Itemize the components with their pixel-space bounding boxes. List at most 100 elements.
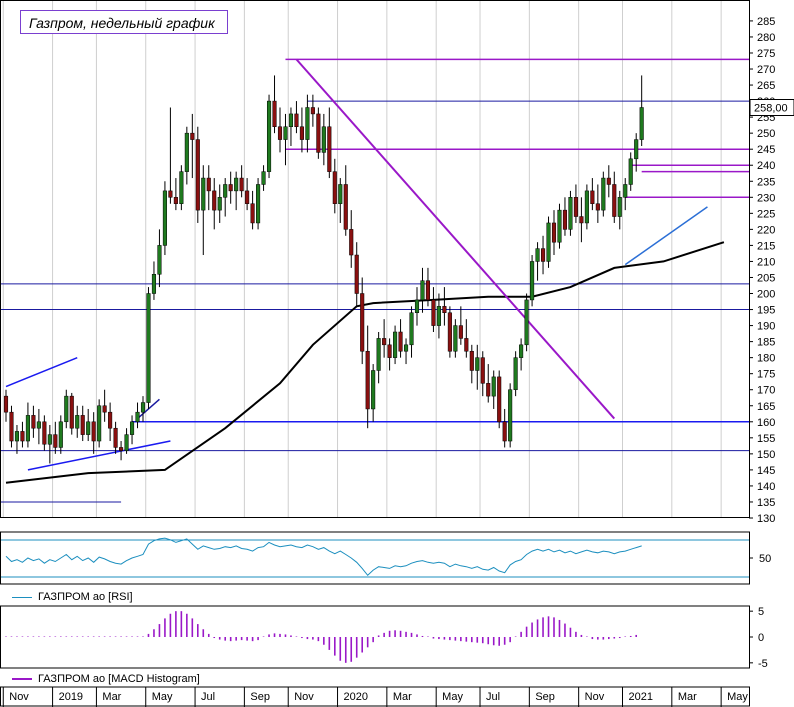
x-axis-label: Sep bbox=[535, 691, 555, 703]
candle-body bbox=[25, 415, 30, 442]
candle-body bbox=[513, 357, 518, 390]
candle-body bbox=[634, 139, 639, 160]
candle-body bbox=[261, 171, 266, 185]
x-axis-label: May bbox=[727, 691, 748, 703]
macd-tick-label: -5 bbox=[758, 658, 768, 670]
candle-body bbox=[338, 184, 343, 204]
x-axis-label: Jul bbox=[201, 691, 215, 703]
candle-body bbox=[283, 126, 288, 140]
candle-body bbox=[206, 177, 211, 192]
candle-body bbox=[86, 421, 91, 435]
x-axis-label: Mar bbox=[102, 691, 121, 703]
candle-body bbox=[376, 338, 381, 371]
candle-body bbox=[256, 184, 261, 224]
price-tick-label: 220 bbox=[757, 224, 775, 236]
candle-body bbox=[119, 447, 124, 451]
candle-body bbox=[343, 184, 348, 230]
candle-body bbox=[299, 126, 304, 140]
candle-body bbox=[58, 421, 63, 448]
price-frame bbox=[0, 0, 750, 518]
price-tick-label: 145 bbox=[757, 465, 775, 477]
candle-body bbox=[42, 421, 47, 445]
candle-body bbox=[360, 293, 365, 352]
candle-body bbox=[157, 245, 162, 275]
macd-panel: 5 0 -5 bbox=[0, 605, 768, 670]
candle-body bbox=[469, 350, 474, 371]
price-tick-label: 265 bbox=[757, 80, 775, 92]
x-axis-label: Jul bbox=[486, 691, 500, 703]
candle-body bbox=[20, 431, 25, 442]
candle-body bbox=[201, 177, 206, 211]
candle-body bbox=[551, 222, 557, 243]
candle-body bbox=[371, 370, 376, 410]
candle-body bbox=[266, 100, 272, 172]
candle-body bbox=[146, 293, 151, 403]
candle-body bbox=[409, 312, 414, 346]
candle-body bbox=[179, 171, 184, 204]
price-tick-label: 140 bbox=[757, 481, 775, 493]
macd-tick-label: 0 bbox=[758, 632, 764, 644]
price-tick-label: 155 bbox=[757, 433, 775, 445]
rsi-line bbox=[5, 537, 642, 577]
candle-body bbox=[245, 190, 250, 204]
candle-body bbox=[540, 248, 546, 262]
candle-body bbox=[387, 344, 392, 358]
price-tick-label: 245 bbox=[757, 144, 775, 156]
rsi-panel: 50 bbox=[0, 531, 771, 585]
candle-body bbox=[316, 113, 321, 153]
price-tick-label: 150 bbox=[757, 449, 775, 461]
candle-body bbox=[69, 395, 74, 429]
candle-body bbox=[140, 402, 146, 413]
candle-body bbox=[332, 171, 337, 204]
candle-body bbox=[102, 405, 107, 413]
price-tick-label: 180 bbox=[757, 353, 775, 365]
candle-body bbox=[310, 107, 315, 115]
price-tick-label: 185 bbox=[757, 337, 775, 349]
candle-body bbox=[239, 177, 244, 192]
candle-body bbox=[590, 190, 595, 204]
candle-body bbox=[486, 383, 491, 397]
price-tick-label: 280 bbox=[757, 32, 775, 44]
rsi-frame bbox=[0, 531, 750, 585]
candle-body bbox=[453, 325, 458, 352]
rsi-tick-label: 50 bbox=[759, 553, 771, 565]
candle-body bbox=[31, 415, 36, 429]
candle-body bbox=[80, 415, 85, 435]
x-axis-label: Sep bbox=[250, 691, 270, 703]
price-tick-label: 135 bbox=[757, 497, 775, 509]
price-tick-label: 285 bbox=[757, 16, 775, 28]
candle-body bbox=[234, 177, 239, 192]
macd-legend-swatch bbox=[12, 678, 32, 681]
candle-body bbox=[228, 184, 233, 192]
candle-body bbox=[9, 411, 14, 442]
current-price-label: 258,00 bbox=[754, 103, 788, 115]
candle-body bbox=[530, 261, 535, 301]
x-axis-label: 2021 bbox=[629, 691, 653, 703]
candle-body bbox=[91, 421, 96, 442]
price-tick-label: 170 bbox=[757, 385, 775, 397]
macd-frame bbox=[0, 605, 750, 669]
x-axis-label: Mar bbox=[393, 691, 412, 703]
candle-body bbox=[327, 126, 332, 172]
candle-body bbox=[108, 411, 113, 429]
candle-body bbox=[349, 229, 354, 256]
candle-body bbox=[184, 132, 189, 172]
macd-legend-label: ГАЗПРОМ ао [MACD Histogram] bbox=[38, 673, 200, 685]
rsi-legend-swatch bbox=[12, 596, 32, 598]
x-axis-label: 2020 bbox=[344, 691, 368, 703]
price-tick-label: 215 bbox=[757, 240, 775, 252]
candle-body bbox=[398, 331, 403, 352]
macd-legend: ГАЗПРОМ ао [MACD Histogram] bbox=[12, 673, 200, 685]
price-tick-label: 175 bbox=[757, 369, 775, 381]
price-tick-label: 275 bbox=[757, 48, 775, 60]
candle-body bbox=[47, 434, 52, 445]
candle-body bbox=[568, 197, 573, 230]
candle-body bbox=[212, 190, 217, 211]
candle-body bbox=[519, 344, 524, 358]
candle-body bbox=[579, 216, 584, 224]
rsi-legend-label: ГАЗПРОМ ао [RSI] bbox=[38, 591, 133, 603]
candle-body bbox=[382, 338, 387, 346]
candle-body bbox=[458, 325, 463, 339]
candle-body bbox=[217, 197, 222, 211]
candle-body bbox=[288, 113, 294, 127]
